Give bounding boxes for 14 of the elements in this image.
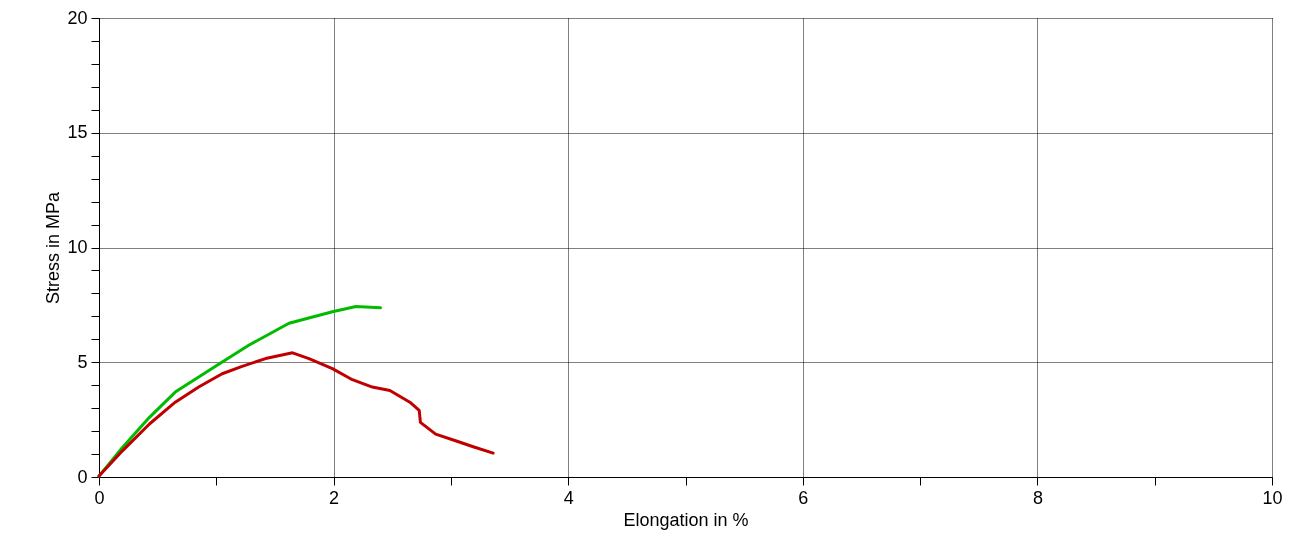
y-tick-label: 5 (77, 351, 88, 372)
y-tick-label: 20 (67, 7, 88, 28)
x-tick-label: 6 (798, 487, 809, 508)
x-tick-label: 4 (563, 487, 574, 508)
x-axis-title: Elongation in % (623, 509, 749, 530)
x-tick-label: 2 (329, 487, 340, 508)
x-tick-label: 8 (1032, 487, 1043, 508)
line-series (97, 351, 495, 478)
x-tick-label: 10 (1262, 487, 1283, 508)
y-tick-label: 15 (67, 122, 88, 143)
y-tick-label: 10 (67, 237, 88, 257)
y-tick-label: 0 (77, 466, 88, 487)
y-axis-title: Stress in MPa (43, 191, 64, 305)
x-tick-label: 0 (94, 487, 105, 508)
